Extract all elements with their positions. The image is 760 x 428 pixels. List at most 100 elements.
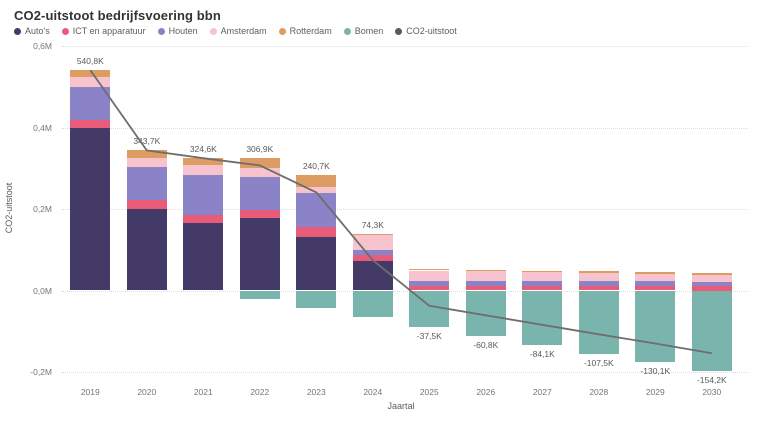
bar-segment-houten[interactable]: [70, 87, 111, 121]
data-label: 74,3K: [361, 220, 384, 231]
bar-segment-bomen[interactable]: [409, 290, 450, 328]
bar-segment-auto-s[interactable]: [239, 218, 280, 291]
legend-item-rotterdam[interactable]: Rotterdam: [278, 26, 332, 36]
bar-segment-houten[interactable]: [578, 281, 619, 286]
bar-segment-amsterdam[interactable]: [409, 270, 450, 281]
bar-segment-ict-en-apparatuur[interactable]: [296, 226, 337, 238]
bar-segment-amsterdam[interactable]: [183, 165, 224, 176]
bar-segment-houten[interactable]: [296, 193, 337, 227]
bar-segment-rotterdam[interactable]: [578, 271, 619, 273]
x-tick-label: 2027: [532, 387, 552, 397]
y-tick-label: 0,2M: [33, 204, 52, 214]
legend-item-houten[interactable]: Houten: [157, 26, 198, 36]
y-tick-label: 0,4M: [33, 122, 52, 133]
bar-segment-houten[interactable]: [522, 280, 563, 286]
bar-segment-rotterdam[interactable]: [183, 158, 224, 166]
y-tick-label: -0,2M: [30, 367, 52, 377]
data-label: -107,5K: [583, 357, 614, 368]
data-label: -130,1K: [640, 365, 671, 376]
bar-segment-houten[interactable]: [183, 175, 224, 216]
bar-segment-ict-en-apparatuur[interactable]: [239, 210, 280, 219]
y-tick-label: 0,6M: [33, 41, 52, 51]
bar-segment-rotterdam[interactable]: [296, 174, 337, 187]
legend-dot-houten: [157, 27, 165, 35]
data-label: 540,8K: [76, 56, 104, 67]
gridline: [62, 46, 748, 47]
bar-segment-rotterdam[interactable]: [239, 157, 280, 168]
bar-segment-amsterdam[interactable]: [296, 186, 337, 194]
legend-item-amsterdam[interactable]: Amsterdam: [209, 26, 267, 36]
y-tick-label: 0,0M: [33, 285, 52, 296]
bar-segment-auto-s[interactable]: [70, 128, 111, 291]
bar-segment-bomen[interactable]: [578, 290, 619, 354]
bar-segment-amsterdam[interactable]: [522, 272, 563, 281]
legend-label: Auto's: [25, 26, 50, 36]
x-tick-label: 2028: [589, 387, 609, 397]
x-tick-label: 2026: [476, 387, 496, 397]
bar-segment-bomen[interactable]: [296, 290, 337, 308]
legend-dot-amsterdam: [209, 27, 217, 35]
bar-segment-houten[interactable]: [635, 281, 676, 286]
bar-segment-bomen[interactable]: [522, 290, 563, 345]
bar-segment-rotterdam[interactable]: [522, 270, 563, 273]
bar-segment-amsterdam[interactable]: [126, 158, 167, 168]
bar-segment-amsterdam[interactable]: [70, 77, 111, 88]
data-label: -37,5K: [416, 331, 442, 342]
legend-label: CO2-uitstoot: [406, 26, 457, 36]
bar-segment-amsterdam[interactable]: [352, 235, 393, 250]
x-tick-label: 2021: [193, 387, 213, 397]
data-label: -60,8K: [473, 340, 499, 351]
data-label: 324,6K: [189, 144, 217, 155]
bar-segment-ict-en-apparatuur[interactable]: [126, 200, 167, 209]
bar-segment-bomen[interactable]: [239, 290, 280, 299]
bar-segment-amsterdam[interactable]: [465, 271, 506, 281]
bar-segment-rotterdam[interactable]: [70, 70, 111, 78]
bar-segment-houten[interactable]: [409, 280, 450, 286]
bar-segment-rotterdam[interactable]: [352, 234, 393, 236]
bar-segment-houten[interactable]: [126, 167, 167, 201]
bar-segment-ict-en-apparatuur[interactable]: [352, 254, 393, 262]
bar-segment-auto-s[interactable]: [296, 237, 337, 291]
legend-item-auto-s[interactable]: Auto's: [14, 26, 50, 36]
bar-segment-amsterdam[interactable]: [691, 275, 732, 282]
bar-segment-bomen[interactable]: [635, 290, 676, 362]
data-label: 343,7K: [133, 136, 161, 147]
bar-segment-bomen[interactable]: [691, 290, 732, 371]
bar-segment-rotterdam[interactable]: [409, 268, 450, 271]
bar-segment-rotterdam[interactable]: [465, 269, 506, 272]
legend-item-co2-uitstoot[interactable]: CO2-uitstoot: [395, 26, 457, 36]
legend-dot-bomen: [343, 27, 351, 35]
x-tick-label: 2019: [80, 387, 100, 397]
legend-label: Bomen: [354, 26, 384, 36]
bar-segment-amsterdam[interactable]: [239, 167, 280, 178]
x-tick-label: 2030: [702, 387, 722, 397]
bar-segment-auto-s[interactable]: [126, 208, 167, 291]
chart-title: CO2-uitstoot bedrijfsvoering bbn: [14, 8, 221, 23]
bar-segment-auto-s[interactable]: [183, 223, 224, 291]
bar-segment-amsterdam[interactable]: [635, 273, 676, 282]
bar-segment-ict-en-apparatuur[interactable]: [183, 215, 224, 224]
gridline: [62, 372, 748, 373]
data-label: 240,7K: [302, 160, 330, 171]
legend-item-ict-en-apparatuur[interactable]: ICT en apparatuur: [61, 26, 146, 36]
bar-segment-rotterdam[interactable]: [635, 272, 676, 274]
bar-segment-houten[interactable]: [239, 177, 280, 211]
bar-segment-rotterdam[interactable]: [691, 273, 732, 275]
x-tick-label: 2020: [137, 387, 157, 397]
legend-label: Amsterdam: [220, 26, 267, 36]
data-label: 306,9K: [246, 143, 274, 154]
bar-segment-rotterdam[interactable]: [126, 150, 167, 159]
bar-segment-houten[interactable]: [352, 249, 393, 255]
bar-segment-auto-s[interactable]: [352, 261, 393, 291]
bar-segment-houten[interactable]: [465, 280, 506, 286]
legend-label: ICT en apparatuur: [72, 26, 146, 36]
bar-segment-bomen[interactable]: [465, 290, 506, 337]
legend-dot-auto-s: [14, 27, 21, 35]
bar-segment-ict-en-apparatuur[interactable]: [70, 120, 111, 129]
x-tick-label: 2023: [306, 387, 326, 397]
legend-label: Houten: [168, 26, 198, 36]
legend-item-bomen[interactable]: Bomen: [343, 26, 384, 36]
bar-segment-amsterdam[interactable]: [578, 273, 619, 282]
bar-segment-houten[interactable]: [691, 281, 732, 286]
bar-segment-bomen[interactable]: [352, 290, 393, 317]
